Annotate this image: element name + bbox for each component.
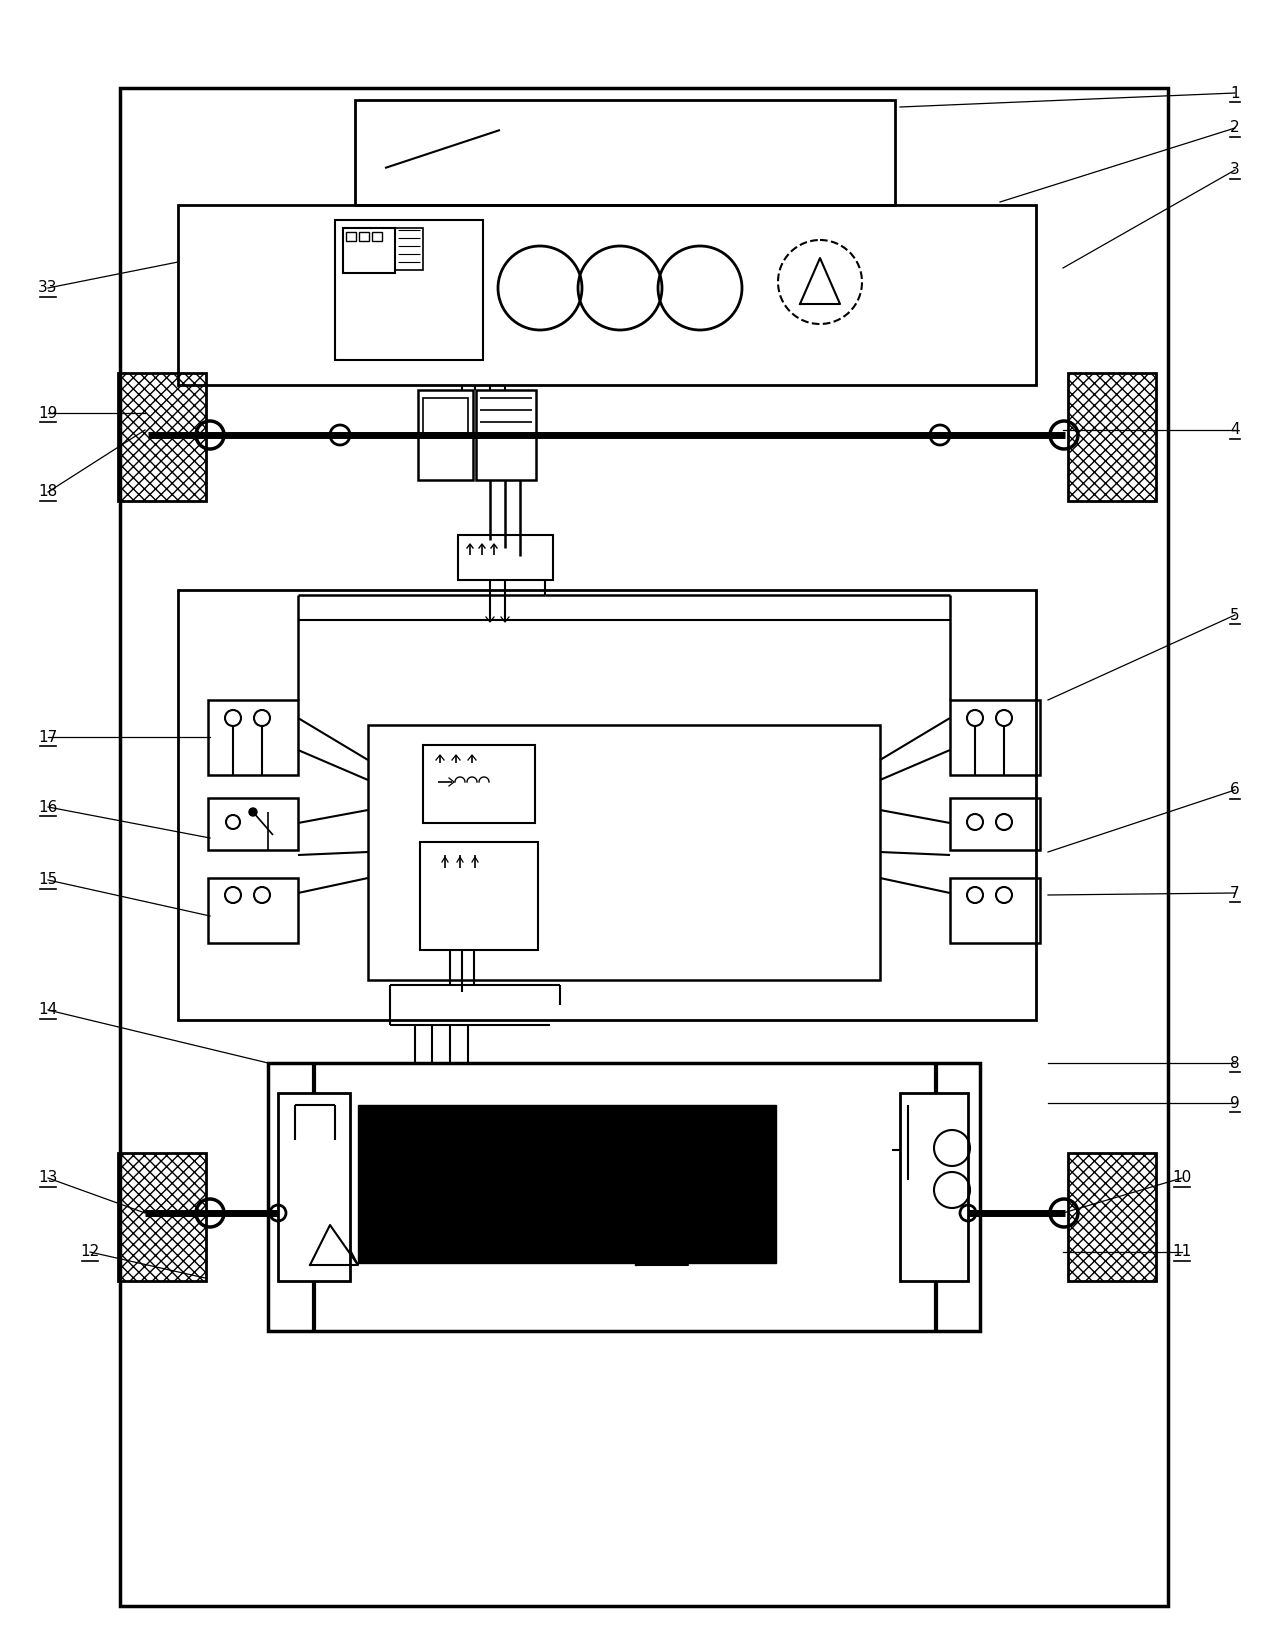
Bar — [458, 536, 553, 580]
Text: 2: 2 — [1230, 120, 1239, 135]
Text: 3: 3 — [1230, 163, 1239, 177]
Text: 19: 19 — [39, 406, 58, 421]
Text: 4: 4 — [1230, 422, 1239, 437]
Bar — [368, 725, 880, 979]
Text: 8: 8 — [1230, 1055, 1239, 1071]
Bar — [344, 228, 395, 273]
Bar — [118, 1153, 206, 1282]
Bar — [208, 798, 299, 849]
Bar — [359, 232, 369, 242]
Bar — [358, 1106, 776, 1263]
Bar — [268, 1063, 979, 1331]
Bar — [278, 1093, 350, 1282]
Bar — [335, 220, 483, 360]
Bar — [418, 389, 474, 480]
Text: 18: 18 — [39, 485, 58, 499]
Text: 5: 5 — [1230, 608, 1239, 623]
Bar — [950, 877, 1040, 943]
Text: 12: 12 — [80, 1244, 99, 1260]
Bar — [208, 700, 299, 775]
Text: 17: 17 — [39, 729, 58, 744]
Text: 14: 14 — [39, 1002, 58, 1017]
Text: 13: 13 — [39, 1170, 58, 1186]
Bar — [355, 100, 894, 205]
Text: 6: 6 — [1230, 782, 1239, 797]
Text: 9: 9 — [1230, 1096, 1239, 1111]
Bar — [118, 373, 206, 501]
Bar — [372, 232, 382, 242]
Bar — [120, 89, 1169, 1605]
Bar — [208, 877, 299, 943]
Bar — [178, 590, 1036, 1020]
Bar — [178, 205, 1036, 384]
Text: 1: 1 — [1230, 85, 1239, 100]
Bar — [395, 228, 423, 269]
Text: 16: 16 — [39, 800, 58, 815]
Bar — [420, 841, 538, 950]
Bar — [950, 700, 1040, 775]
Bar — [423, 744, 535, 823]
Bar — [346, 232, 356, 242]
Text: 11: 11 — [1172, 1244, 1192, 1260]
Bar — [900, 1093, 968, 1282]
Bar — [950, 798, 1040, 849]
Bar — [1068, 1153, 1156, 1282]
Bar — [423, 398, 468, 434]
Text: 7: 7 — [1230, 886, 1239, 900]
Bar — [1068, 373, 1156, 501]
Circle shape — [248, 808, 257, 817]
Text: 10: 10 — [1172, 1170, 1192, 1186]
Text: 15: 15 — [39, 872, 58, 887]
Text: 33: 33 — [39, 281, 58, 296]
Bar — [476, 389, 535, 480]
